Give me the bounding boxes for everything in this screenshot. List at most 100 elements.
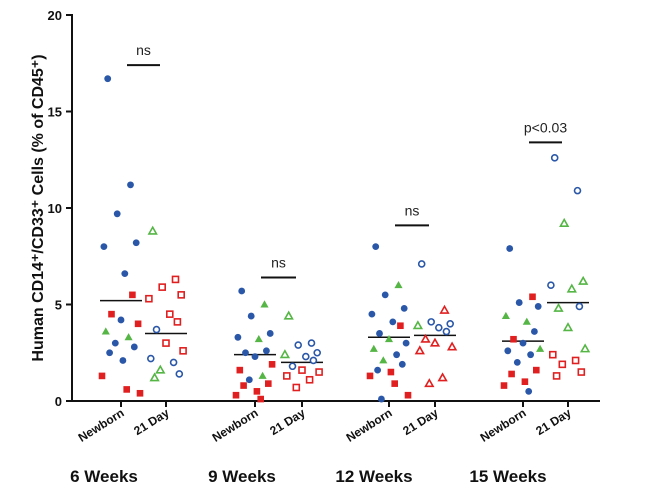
data-point: [147, 225, 158, 235]
data-point: [315, 368, 323, 376]
category-label: Newborn: [76, 406, 127, 445]
y-axis-label: Human CD14⁺/CD33⁺ Cells (% of CD45⁺): [30, 54, 47, 361]
data-point: [179, 347, 187, 355]
group-label: 6 Weeks: [70, 467, 138, 486]
data-point: [378, 395, 385, 403]
data-point: [414, 345, 425, 355]
data-point: [391, 380, 398, 387]
data-point: [384, 335, 394, 343]
data-point: [417, 260, 426, 268]
data-point: [412, 320, 424, 330]
data-point: [534, 303, 542, 310]
data-point: [236, 366, 244, 374]
data-point: [242, 349, 249, 357]
data-point: [571, 356, 580, 365]
data-point: [132, 239, 140, 247]
data-point: [374, 366, 381, 374]
tick-layer: 0 5 10 15 20: [48, 8, 569, 409]
data-point: [260, 300, 269, 308]
data-point: [254, 335, 263, 343]
data-point: [398, 360, 406, 368]
data-point: [104, 75, 112, 83]
data-point: [501, 311, 510, 320]
data-point: [439, 304, 450, 314]
data-point: [263, 347, 270, 355]
data-point: [307, 339, 316, 347]
data-point: [152, 325, 161, 334]
data-point: [111, 339, 119, 347]
data-point: [525, 387, 533, 395]
data-point: [559, 217, 570, 227]
data-point: [309, 356, 318, 365]
data-point: [446, 341, 458, 351]
significance-label: ns: [271, 254, 286, 270]
data-point: [508, 370, 515, 378]
group-label: 12 Weeks: [335, 467, 412, 486]
data-point: [521, 378, 529, 385]
data-point: [404, 391, 412, 399]
y-tick-label: 10: [48, 201, 62, 216]
data-point: [500, 382, 508, 389]
data-point: [434, 323, 443, 332]
data-point: [134, 320, 142, 328]
category-label: 21 Day: [533, 406, 574, 439]
category-label: 21 Day: [267, 406, 308, 439]
data-point: [117, 316, 125, 324]
data-point: [397, 322, 404, 330]
data-point: [238, 287, 246, 295]
data-point: [124, 333, 133, 341]
data-point: [177, 291, 185, 299]
category-label: 21 Day: [131, 406, 172, 439]
data-point: [527, 351, 534, 359]
data-point: [129, 291, 136, 299]
data-point: [504, 347, 512, 355]
data-point: [533, 366, 540, 374]
data-point: [522, 317, 531, 325]
data-point: [372, 243, 380, 251]
significance-layer: ns ns ns p<0.03: [127, 42, 567, 279]
significance-label: p<0.03: [524, 119, 567, 135]
data-point: [552, 372, 561, 380]
data-point: [531, 328, 538, 335]
data-point: [258, 371, 267, 379]
data-point: [101, 327, 110, 335]
data-point: [292, 383, 301, 392]
data-point: [400, 304, 408, 312]
data-point: [100, 243, 108, 251]
data-point: [130, 343, 138, 351]
data-point: [123, 386, 130, 393]
data-point: [234, 333, 242, 341]
data-point: [298, 366, 306, 374]
data-point: [257, 395, 264, 403]
data-point: [515, 299, 523, 306]
data-point: [381, 291, 389, 299]
data-point: [387, 368, 395, 376]
data-point: [171, 275, 180, 284]
data-point: [127, 181, 134, 189]
data-point: [149, 372, 160, 382]
data-point: [394, 281, 403, 289]
y-tick-label: 20: [48, 8, 62, 23]
data-point: [288, 362, 297, 371]
data-point: [376, 330, 383, 337]
data-point: [506, 245, 514, 252]
data-point: [402, 339, 410, 347]
y-tick-label: 0: [55, 394, 62, 409]
data-point: [162, 339, 170, 347]
data-point: [389, 318, 397, 326]
group-label: 9 Weeks: [208, 467, 276, 486]
data-point: [245, 376, 253, 384]
data-point: [283, 310, 294, 320]
data-point: [119, 357, 127, 364]
data-point: [368, 310, 376, 318]
significance-label: ns: [405, 202, 420, 218]
data-point: [513, 359, 521, 366]
data-point: [121, 270, 129, 278]
data-point: [562, 322, 574, 332]
data-point: [147, 354, 155, 363]
data-point: [113, 210, 121, 218]
y-tick-label: 15: [48, 105, 62, 120]
data-point: [265, 380, 272, 387]
